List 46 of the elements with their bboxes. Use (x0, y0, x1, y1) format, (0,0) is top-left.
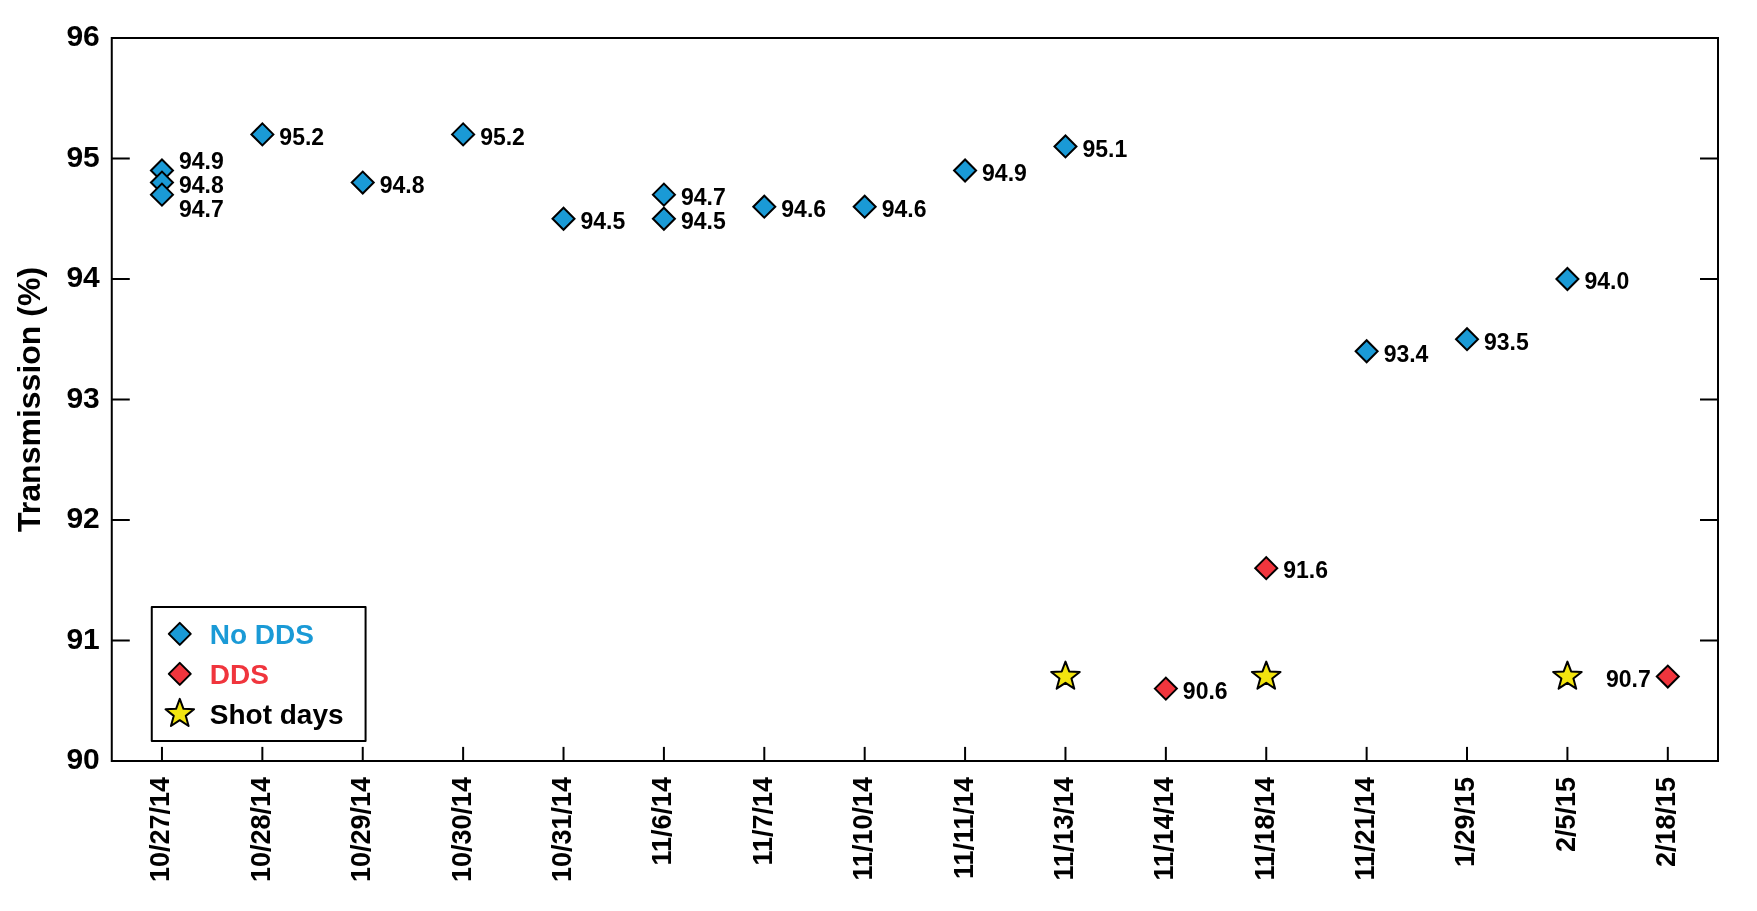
x-tick-label: 10/30/14 (446, 776, 477, 883)
legend-label: No DDS (209, 618, 314, 650)
x-tick-label: 2/18/15 (1651, 776, 1682, 867)
data-label: 94.9 (178, 147, 224, 174)
data-label: 94.5 (680, 208, 726, 235)
x-tick-label: 11/14/14 (1149, 776, 1180, 881)
x-tick-label: 10/28/14 (245, 776, 276, 883)
x-tick-label: 11/11/14 (948, 776, 979, 880)
data-label: 94.5 (580, 208, 626, 235)
y-tick-label: 93 (66, 380, 100, 414)
data-label: 93.4 (1383, 340, 1429, 367)
data-label: 94.0 (1584, 268, 1630, 295)
data-label: 95.1 (1082, 135, 1128, 162)
data-label: 94.7 (178, 195, 224, 222)
data-label: 94.6 (881, 196, 927, 223)
y-tick-label: 96 (66, 19, 100, 53)
x-tick-label: 11/21/14 (1350, 776, 1381, 881)
x-tick-label: 11/13/14 (1048, 776, 1079, 881)
x-tick-label: 11/10/14 (848, 776, 879, 881)
y-tick-label: 92 (66, 501, 100, 535)
y-axis-title: Transmission (%) (11, 266, 48, 532)
data-label: 94.7 (680, 183, 726, 210)
x-tick-label: 1/29/15 (1450, 776, 1481, 867)
data-label: 91.6 (1283, 557, 1329, 584)
y-tick-label: 90 (66, 742, 100, 776)
data-label: 94.8 (379, 171, 425, 198)
x-tick-label: 2/5/15 (1550, 776, 1581, 852)
data-label: 94.8 (178, 171, 224, 198)
data-label: 90.7 (1606, 665, 1651, 692)
y-tick-label: 91 (66, 621, 100, 655)
x-tick-label: 10/27/14 (145, 776, 176, 883)
data-label: 95.2 (480, 123, 525, 150)
x-tick-label: 11/18/14 (1249, 776, 1280, 881)
x-tick-label: 11/6/14 (647, 776, 678, 866)
data-label: 95.2 (279, 123, 325, 150)
legend-label: Shot days (209, 698, 344, 730)
data-label: 94.9 (982, 159, 1027, 186)
legend-label: DDS (209, 658, 269, 690)
data-label: 94.6 (781, 196, 827, 223)
data-label: 90.6 (1182, 677, 1228, 704)
y-tick-label: 95 (66, 139, 100, 173)
data-label: 93.5 (1484, 328, 1529, 355)
x-tick-label: 10/31/14 (546, 776, 577, 883)
x-tick-label: 10/29/14 (346, 776, 377, 883)
x-tick-label: 11/7/14 (747, 776, 778, 866)
y-tick-label: 94 (66, 260, 101, 294)
